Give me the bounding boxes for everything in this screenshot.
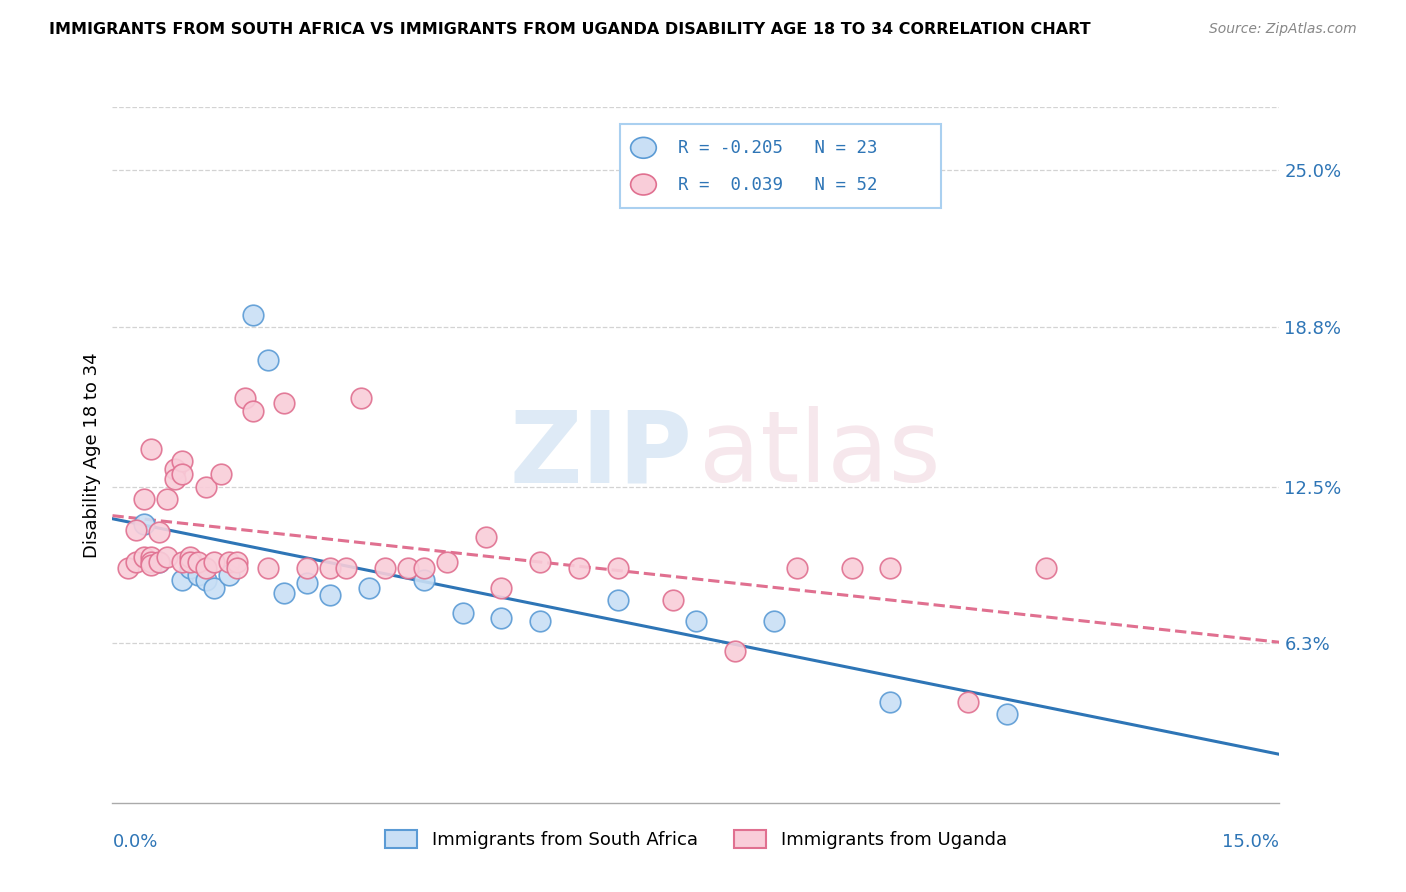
Point xyxy=(491,611,513,625)
Ellipse shape xyxy=(631,137,657,158)
Point xyxy=(350,391,373,405)
Point xyxy=(141,556,163,570)
Point xyxy=(141,550,163,565)
Point xyxy=(194,479,217,493)
Point xyxy=(202,581,225,595)
Point xyxy=(529,556,551,570)
Text: IMMIGRANTS FROM SOUTH AFRICA VS IMMIGRANTS FROM UGANDA DISABILITY AGE 18 TO 34 C: IMMIGRANTS FROM SOUTH AFRICA VS IMMIGRAN… xyxy=(49,22,1091,37)
Point xyxy=(148,525,170,540)
Point xyxy=(661,593,683,607)
Point xyxy=(233,391,256,405)
Point xyxy=(786,560,808,574)
Legend: Immigrants from South Africa, Immigrants from Uganda: Immigrants from South Africa, Immigrants… xyxy=(378,822,1014,856)
Point xyxy=(226,556,249,570)
Point xyxy=(475,530,498,544)
Text: Source: ZipAtlas.com: Source: ZipAtlas.com xyxy=(1209,22,1357,37)
Point xyxy=(194,560,217,574)
Text: 15.0%: 15.0% xyxy=(1222,833,1279,851)
Text: R = -0.205   N = 23: R = -0.205 N = 23 xyxy=(679,139,877,157)
Point xyxy=(141,558,163,572)
Point xyxy=(209,467,232,481)
Point xyxy=(412,573,434,587)
Point xyxy=(242,308,264,322)
Point xyxy=(257,353,280,368)
Point xyxy=(187,556,209,570)
Point xyxy=(995,707,1018,722)
Point xyxy=(148,556,170,570)
Point xyxy=(273,586,295,600)
Point xyxy=(1035,560,1057,574)
Point xyxy=(202,556,225,570)
Point xyxy=(436,556,458,570)
Ellipse shape xyxy=(631,174,657,195)
Point xyxy=(879,560,901,574)
Point xyxy=(374,560,396,574)
Point xyxy=(491,581,513,595)
Point xyxy=(132,550,155,565)
Point xyxy=(242,403,264,417)
Point xyxy=(607,560,630,574)
Point xyxy=(179,556,201,570)
Point xyxy=(172,467,194,481)
Point xyxy=(156,492,179,507)
Point xyxy=(125,556,148,570)
Point xyxy=(226,560,249,574)
Point xyxy=(607,593,630,607)
Point xyxy=(141,442,163,456)
Point xyxy=(194,573,217,587)
Point xyxy=(218,568,240,582)
Point xyxy=(319,588,342,602)
Point xyxy=(163,462,186,476)
Point xyxy=(172,454,194,468)
Point xyxy=(295,575,318,590)
Point xyxy=(273,396,295,410)
Point xyxy=(117,560,139,574)
Point xyxy=(412,560,434,574)
Point xyxy=(529,614,551,628)
Point xyxy=(319,560,342,574)
Point xyxy=(396,560,419,574)
Point xyxy=(568,560,591,574)
Point xyxy=(685,614,707,628)
Point xyxy=(132,517,155,532)
Point xyxy=(218,556,240,570)
Point xyxy=(879,695,901,709)
Text: ZIP: ZIP xyxy=(509,407,693,503)
Point xyxy=(724,644,747,658)
Point xyxy=(163,472,186,486)
Text: R =  0.039   N = 52: R = 0.039 N = 52 xyxy=(679,176,877,194)
Point xyxy=(156,550,179,565)
Point xyxy=(172,573,194,587)
Point xyxy=(187,568,209,582)
Point xyxy=(172,556,194,570)
Point xyxy=(451,606,474,620)
Point xyxy=(125,523,148,537)
Point xyxy=(762,614,785,628)
Y-axis label: Disability Age 18 to 34: Disability Age 18 to 34 xyxy=(83,352,101,558)
Point xyxy=(179,550,201,565)
Point xyxy=(957,695,980,709)
Point xyxy=(295,560,318,574)
FancyBboxPatch shape xyxy=(620,124,941,208)
Point xyxy=(335,560,357,574)
Point xyxy=(148,556,170,570)
Point xyxy=(132,492,155,507)
Text: atlas: atlas xyxy=(699,407,941,503)
Text: 0.0%: 0.0% xyxy=(112,833,157,851)
Point xyxy=(841,560,863,574)
Point xyxy=(257,560,280,574)
Point xyxy=(359,581,381,595)
Point xyxy=(179,560,201,574)
